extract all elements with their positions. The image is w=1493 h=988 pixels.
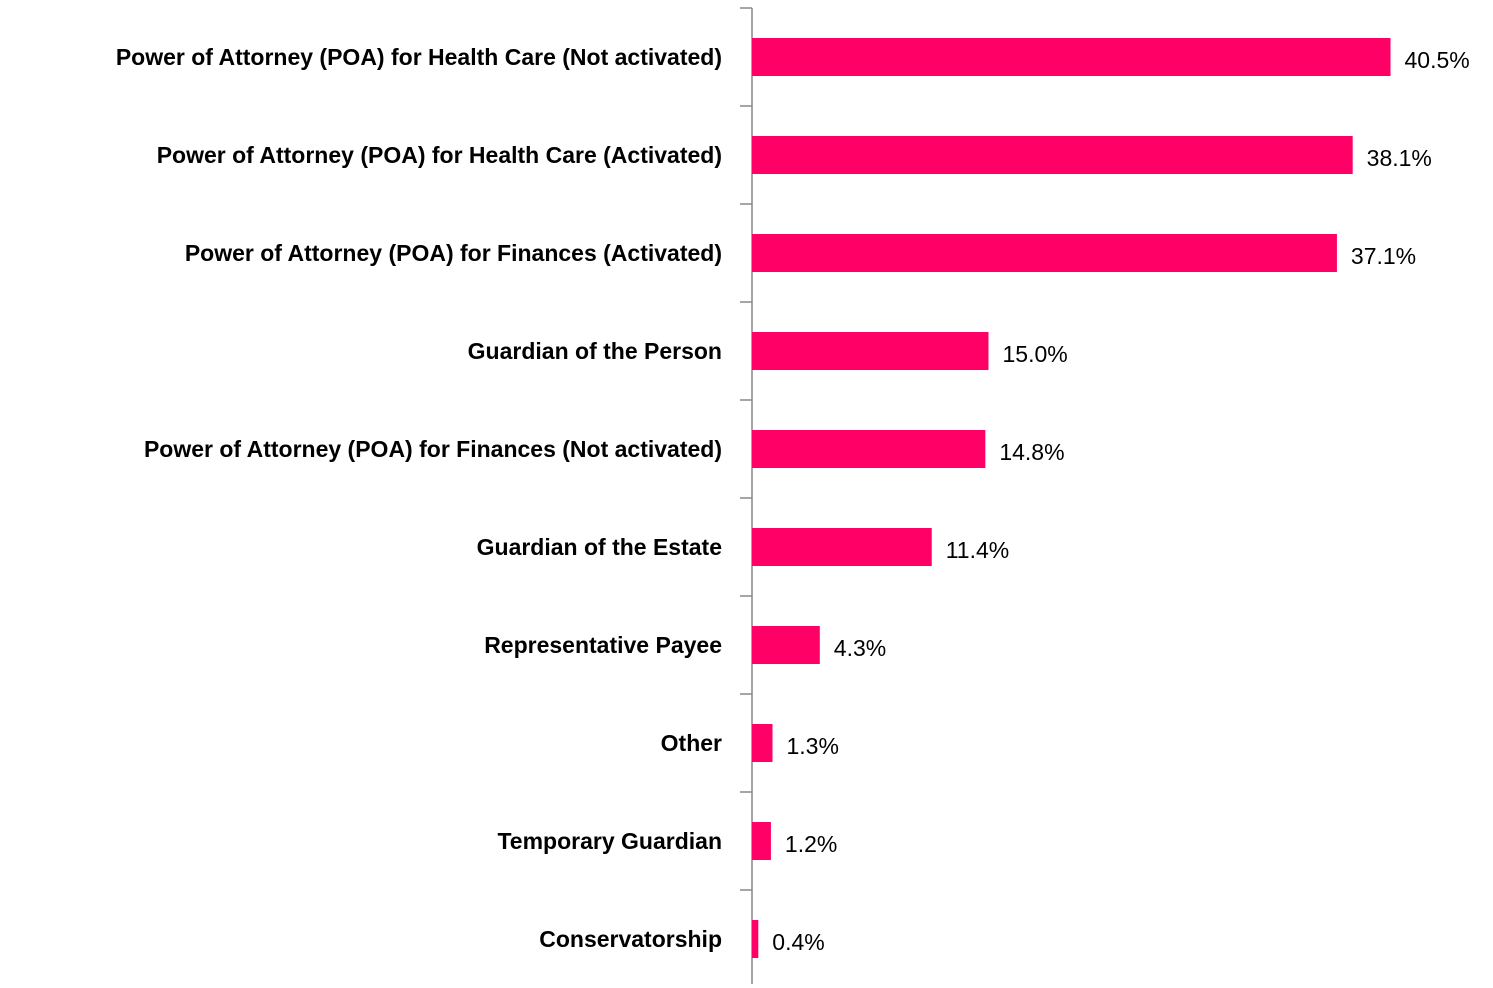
category-row: Power of Attorney (POA) for Finances (No… — [0, 400, 722, 498]
value-label: 1.3% — [786, 733, 839, 759]
bar — [752, 822, 771, 860]
bar — [752, 920, 759, 958]
value-label: 40.5% — [1404, 47, 1470, 73]
value-label: 4.3% — [833, 635, 887, 661]
category-label: Conservatorship — [539, 926, 722, 952]
category-row: Guardian of the Estate — [0, 498, 722, 596]
category-row: Power of Attorney (POA) for Finances (Ac… — [0, 204, 722, 302]
category-row: Power of Attorney (POA) for Health Care … — [0, 106, 722, 204]
category-row: Other — [0, 694, 722, 792]
value-label: 11.4% — [945, 537, 1010, 563]
value-label: 38.1% — [1366, 145, 1432, 171]
value-label: 0.4% — [772, 929, 825, 955]
value-label: 15.0% — [1002, 341, 1068, 367]
category-row: Temporary Guardian — [0, 792, 722, 890]
bar — [752, 724, 773, 762]
category-row: Conservatorship — [0, 890, 722, 988]
category-label: Power of Attorney (POA) for Health Care … — [156, 142, 722, 168]
bar — [752, 332, 989, 370]
category-label: Representative Payee — [484, 632, 722, 658]
value-label: 37.1% — [1350, 243, 1417, 269]
bar — [752, 528, 932, 566]
category-label: Guardian of the Person — [467, 338, 722, 364]
bar — [752, 234, 1337, 272]
category-row: Representative Payee — [0, 596, 722, 694]
category-label: Temporary Guardian — [497, 828, 722, 854]
category-label: Power of Attorney (POA) for Health Care … — [115, 44, 722, 70]
bar — [752, 430, 986, 468]
bar — [752, 136, 1353, 174]
value-label: 1.2% — [784, 831, 838, 857]
category-row: Power of Attorney (POA) for Health Care … — [0, 8, 722, 106]
value-label: 14.8% — [999, 439, 1065, 465]
category-label: Power of Attorney (POA) for Finances (No… — [143, 436, 722, 462]
bar — [752, 38, 1391, 76]
category-row: Guardian of the Person — [0, 302, 722, 400]
category-label: Guardian of the Estate — [476, 534, 722, 560]
category-label: Other — [660, 730, 722, 756]
bar — [752, 626, 820, 664]
category-label: Power of Attorney (POA) for Finances (Ac… — [184, 240, 722, 266]
